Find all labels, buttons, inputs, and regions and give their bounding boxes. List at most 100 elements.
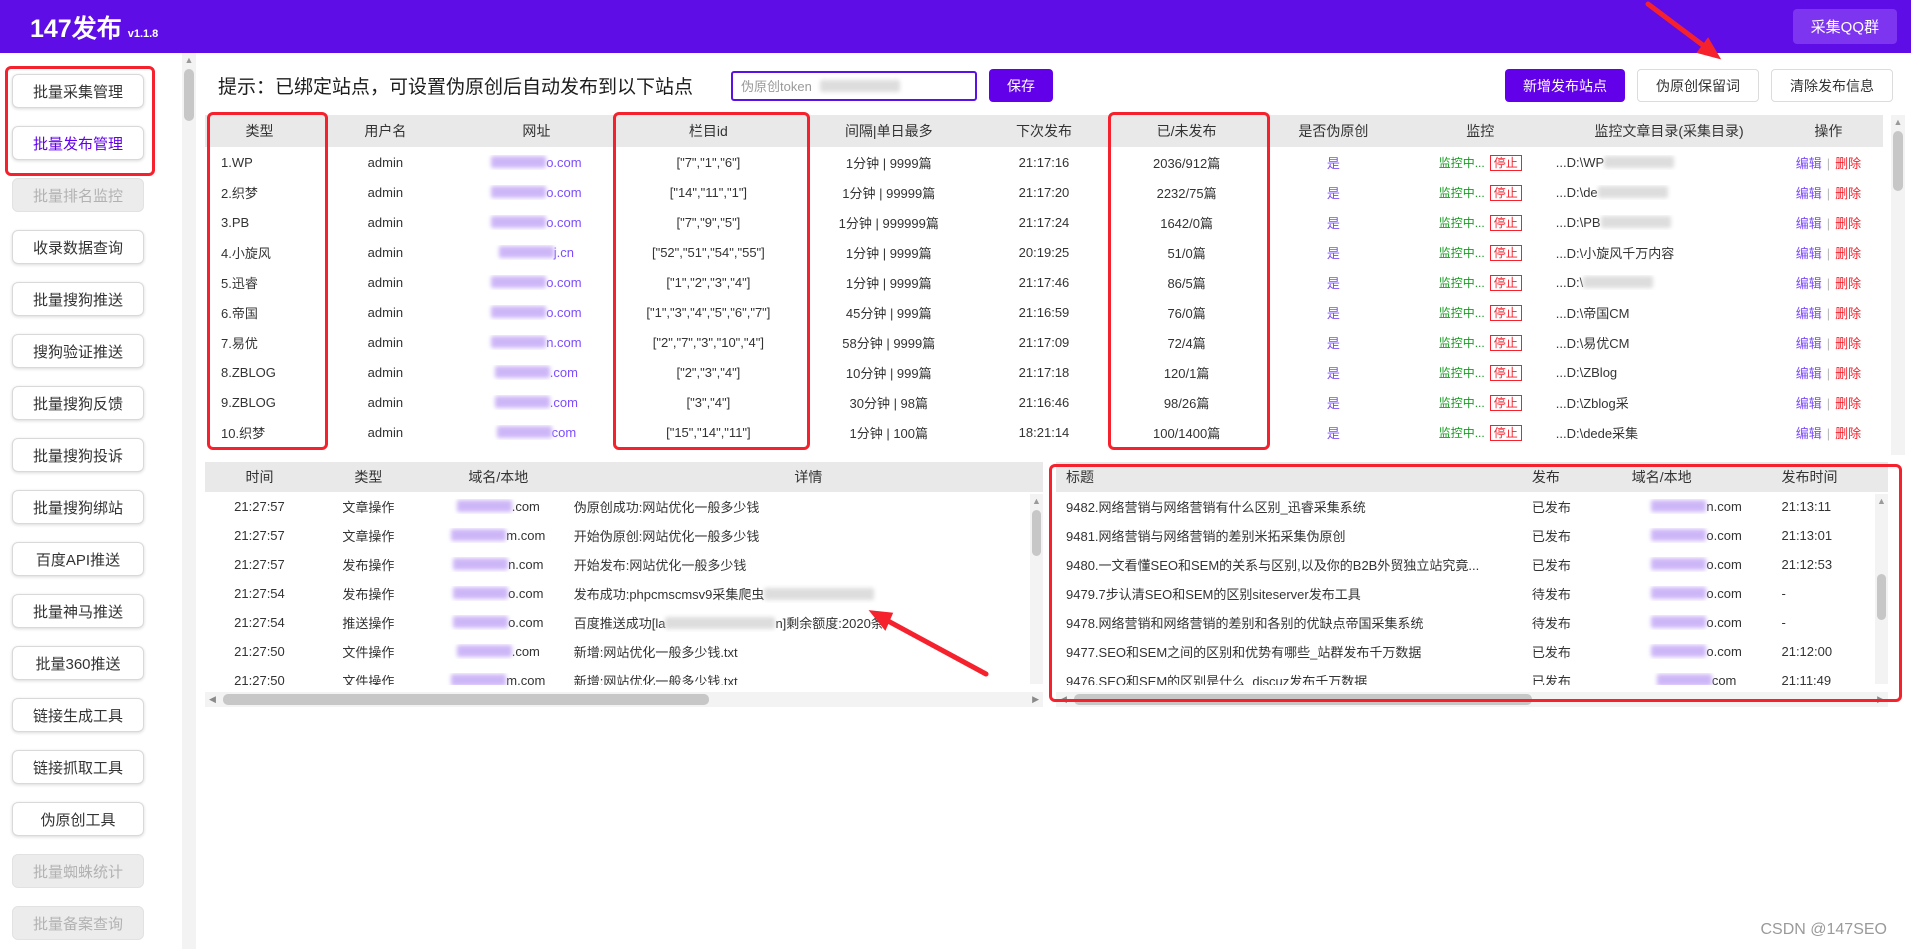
sidebar-item[interactable]: 批量搜狗绑站 xyxy=(12,490,144,524)
edit-link[interactable]: 编辑 xyxy=(1795,155,1822,171)
save-button[interactable]: 保存 xyxy=(989,69,1054,102)
delete-link[interactable]: 删除 xyxy=(1835,275,1862,291)
stop-button[interactable]: 停止 xyxy=(1489,424,1522,441)
pseudo-reserved-words-button[interactable]: 伪原创保留词 xyxy=(1637,69,1759,102)
column-header: 操作 xyxy=(1814,123,1843,139)
scroll-up-icon[interactable]: ▲ xyxy=(1032,496,1041,506)
sidebar-item[interactable]: 链接生成工具 xyxy=(12,698,144,732)
delete-link[interactable]: 删除 xyxy=(1835,245,1862,261)
delete-link[interactable]: 删除 xyxy=(1835,425,1862,441)
stop-button[interactable]: 停止 xyxy=(1489,154,1522,171)
edit-link[interactable]: 编辑 xyxy=(1795,215,1822,231)
stop-button[interactable]: 停止 xyxy=(1489,244,1522,261)
scroll-left-icon[interactable]: ◀ xyxy=(1060,694,1067,704)
delete-link[interactable]: 删除 xyxy=(1835,185,1862,201)
sidebar-item[interactable]: 批量备案查询 xyxy=(12,906,144,940)
delete-link[interactable]: 删除 xyxy=(1835,215,1862,231)
article-publish-time: 21:13:11 xyxy=(1781,499,1832,514)
column-header: 间隔|单日最多 xyxy=(844,123,933,139)
article-title: 9476.SEO和SEM的区别是什么_discuz发布千万数据 xyxy=(1066,674,1368,685)
site-url[interactable]: .com xyxy=(457,395,616,410)
stop-button[interactable]: 停止 xyxy=(1489,184,1522,201)
delete-link[interactable]: 删除 xyxy=(1835,335,1862,351)
edit-link[interactable]: 编辑 xyxy=(1795,275,1822,291)
sidebar-item[interactable]: 批量360推送 xyxy=(12,646,144,680)
site-url[interactable]: .com xyxy=(457,365,616,380)
stop-button[interactable]: 停止 xyxy=(1489,394,1522,411)
scrollbar-thumb[interactable] xyxy=(1074,694,1532,705)
clear-publish-info-button[interactable]: 清除发布信息 xyxy=(1771,69,1893,102)
stop-button[interactable]: 停止 xyxy=(1489,274,1522,291)
edit-link[interactable]: 编辑 xyxy=(1795,185,1822,201)
stop-button[interactable]: 停止 xyxy=(1489,214,1522,231)
edit-link[interactable]: 编辑 xyxy=(1795,425,1822,441)
articles-panel-scrollbar[interactable]: ▲ xyxy=(1875,494,1888,684)
sidebar-item[interactable]: 批量搜狗投诉 xyxy=(12,438,144,472)
sidebar-item[interactable]: 搜狗验证推送 xyxy=(12,334,144,368)
edit-link[interactable]: 编辑 xyxy=(1795,335,1822,351)
sidebar-item[interactable]: 批量搜狗反馈 xyxy=(12,386,144,420)
sidebar-item[interactable]: 批量蜘蛛统计 xyxy=(12,854,144,888)
edit-link[interactable]: 编辑 xyxy=(1795,365,1822,381)
site-url[interactable]: j.cn xyxy=(457,245,616,260)
scrollbar-thumb[interactable] xyxy=(184,69,194,121)
delete-link[interactable]: 删除 xyxy=(1835,305,1862,321)
token-input[interactable]: 伪原创token xyxy=(731,70,978,101)
site-username: admin xyxy=(367,244,404,260)
scroll-left-icon[interactable]: ◀ xyxy=(209,694,216,704)
delete-link[interactable]: 删除 xyxy=(1835,155,1862,171)
articles-panel-body: 9482.网络营销与网络营销有什么区别_迅睿采集系统 已发布 n.com 21:… xyxy=(1056,492,1888,685)
scroll-right-icon[interactable]: ▶ xyxy=(1877,694,1884,704)
scrollbar-thumb[interactable] xyxy=(1032,510,1041,556)
scrollbar-thumb[interactable] xyxy=(1893,131,1903,191)
sidebar-item[interactable]: 链接抓取工具 xyxy=(12,750,144,784)
scroll-up-icon[interactable]: ▲ xyxy=(1893,117,1903,127)
sidebar-item[interactable]: 批量发布管理 xyxy=(12,126,144,160)
scrollbar-thumb[interactable] xyxy=(223,694,710,705)
published-unpublished-count: 86/5篇 xyxy=(1167,275,1206,291)
stop-button[interactable]: 停止 xyxy=(1489,304,1522,321)
site-url[interactable]: com xyxy=(457,425,616,440)
token-placeholder: 伪原创token xyxy=(741,79,812,94)
log-panel-hscrollbar[interactable]: ◀ ▶ xyxy=(205,692,1043,707)
stop-button[interactable]: 停止 xyxy=(1489,334,1522,351)
sidebar-item[interactable]: 批量排名监控 xyxy=(12,178,144,212)
monitor-cell: 监控中... 停止 xyxy=(1405,214,1556,231)
sidebar-item[interactable]: 批量采集管理 xyxy=(12,74,144,108)
scroll-up-icon[interactable]: ▲ xyxy=(184,55,194,65)
sidebar-item[interactable]: 收录数据查询 xyxy=(12,230,144,264)
site-username: admin xyxy=(367,184,404,200)
add-site-button[interactable]: 新增发布站点 xyxy=(1505,69,1625,102)
log-type: 文件操作 xyxy=(342,645,395,660)
site-url[interactable]: o.com xyxy=(457,305,616,320)
log-panel-scrollbar[interactable]: ▲ xyxy=(1030,494,1043,684)
stop-button[interactable]: 停止 xyxy=(1489,364,1522,381)
articles-panel-hscrollbar[interactable]: ◀ ▶ xyxy=(1056,692,1888,707)
scroll-up-icon[interactable]: ▲ xyxy=(1877,496,1886,506)
site-url[interactable]: o.com xyxy=(457,155,616,170)
sidebar-item[interactable]: 批量搜狗推送 xyxy=(12,282,144,316)
sites-table-scrollbar[interactable]: ▲ xyxy=(1891,115,1905,455)
edit-link[interactable]: 编辑 xyxy=(1795,395,1822,411)
site-url[interactable]: n.com xyxy=(457,335,616,350)
site-url[interactable]: o.com xyxy=(457,275,616,290)
log-type: 文章操作 xyxy=(342,529,395,544)
edit-link[interactable]: 编辑 xyxy=(1795,305,1822,321)
site-url[interactable]: o.com xyxy=(457,215,616,230)
sidebar-item[interactable]: 百度API推送 xyxy=(12,542,144,576)
qq-group-button[interactable]: 采集QQ群 xyxy=(1792,9,1897,44)
log-panel-body: 21:27:57 文章操作 .com 伪原创成功:网站优化一般多少钱 21:27… xyxy=(205,492,1043,685)
sidebar-item[interactable]: 伪原创工具 xyxy=(12,802,144,836)
sidebar-item[interactable]: 批量神马推送 xyxy=(12,594,144,628)
delete-link[interactable]: 删除 xyxy=(1835,395,1862,411)
monitor-status: 监控中... xyxy=(1438,245,1485,260)
scroll-right-icon[interactable]: ▶ xyxy=(1032,694,1039,704)
domain-redacted xyxy=(1651,645,1707,657)
delete-link[interactable]: 删除 xyxy=(1835,365,1862,381)
site-url[interactable]: o.com xyxy=(457,185,616,200)
pseudo-original-flag: 是 xyxy=(1326,155,1340,171)
main-scrollbar[interactable]: ▲ xyxy=(182,53,196,949)
column-ids: ["3","4"] xyxy=(686,394,731,410)
edit-link[interactable]: 编辑 xyxy=(1795,245,1822,261)
scrollbar-thumb[interactable] xyxy=(1877,574,1886,620)
